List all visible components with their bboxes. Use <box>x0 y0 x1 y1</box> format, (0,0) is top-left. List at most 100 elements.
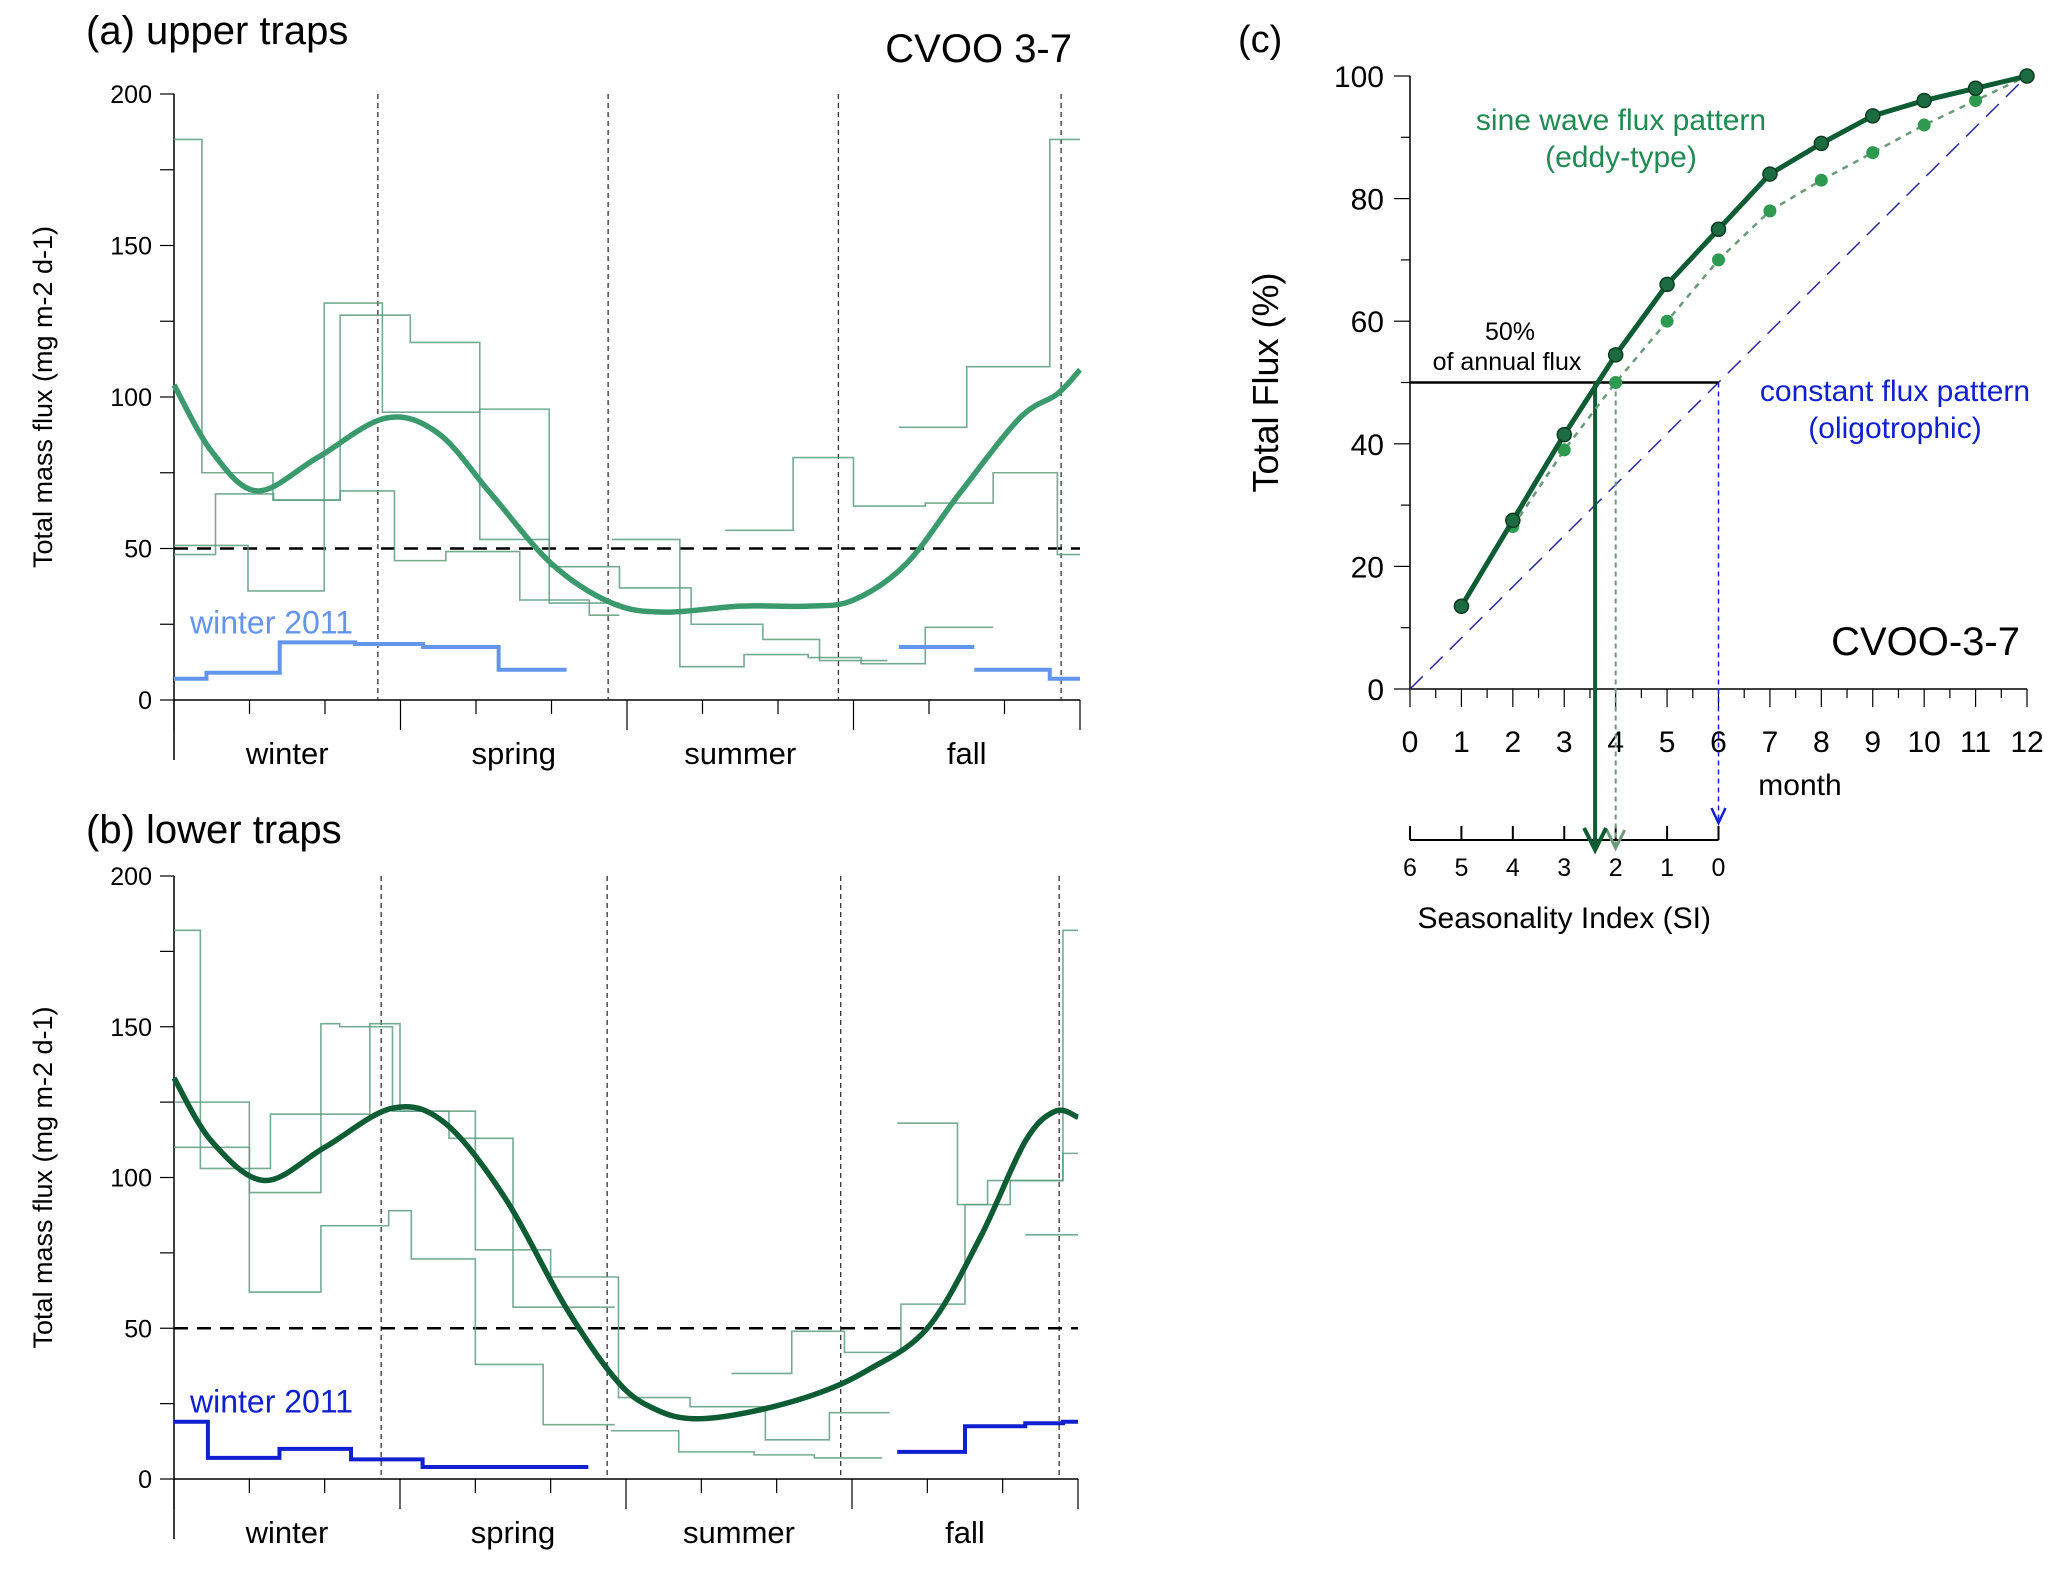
constant-arrowhead <box>1710 807 1727 826</box>
y-tick-label: 150 <box>110 233 152 261</box>
solid-flux-point <box>1813 135 1830 152</box>
solid-flux-point <box>1659 276 1675 293</box>
x-tick-label: 12 <box>2010 726 2043 759</box>
winter-2011-series <box>174 640 567 681</box>
x-tick-label: 0 <box>1402 726 1419 759</box>
trap-flux-step-series <box>174 138 620 604</box>
si-tick-label: 3 <box>1557 854 1571 882</box>
trap-flux-step-series <box>174 1022 615 1308</box>
season-label: winter <box>245 1515 329 1550</box>
solid-flux-point <box>1607 347 1624 363</box>
trap-flux-step-series <box>174 490 620 616</box>
y-tick-label: 40 <box>1351 429 1384 462</box>
dotted-flux-point <box>1814 173 1828 187</box>
trap-flux-step-series <box>898 138 1080 429</box>
dotted-flux-point <box>1917 118 1931 132</box>
y-tick-label: 150 <box>110 1014 152 1042</box>
site-label: CVOO-3-7 <box>1831 620 2020 664</box>
solid-flux-point <box>1762 166 1778 182</box>
solid-flux-point <box>1865 108 1881 124</box>
x-tick-label: 9 <box>1864 726 1881 759</box>
solid-flux-point <box>1453 598 1470 614</box>
y-tick-label: 20 <box>1351 551 1384 584</box>
x-tick-label: 5 <box>1659 726 1676 759</box>
constant-flux-sublabel: (oligotrophic) <box>1808 412 1981 445</box>
fifty-percent-label: 50% <box>1485 318 1535 346</box>
trap-flux-step-series <box>897 929 1078 1206</box>
y-tick-label: 200 <box>110 81 152 109</box>
y-axis-label: Total mass flux (mg m-2 d-1) <box>28 1006 58 1348</box>
smoothed-flux-curve <box>171 367 1083 615</box>
y-axis-label: Total Flux (%) <box>1245 272 1286 492</box>
winter-2011-series <box>174 1419 589 1469</box>
y-tick-label: 0 <box>138 1466 152 1494</box>
y-axis-label: Total mass flux (mg m-2 d-1) <box>28 226 58 568</box>
y-tick-label: 0 <box>138 687 152 715</box>
x-axis-label: month <box>1758 769 1841 802</box>
season-label: summer <box>683 1515 795 1550</box>
panel-b: (b) lower traps 0 50 100 150 200 Total mass fl… <box>28 808 1080 1550</box>
trap-flux-step-series <box>725 456 1080 556</box>
solid-flux-point <box>1967 80 1984 97</box>
y-tick-label: 50 <box>124 536 152 564</box>
y-tick-label: 100 <box>110 384 152 412</box>
panel-a: (a) upper traps CVOO 3-7 0 50 100 150 200 Total… <box>28 9 1083 771</box>
season-label: summer <box>684 736 796 771</box>
dotted-flux-point <box>1866 146 1880 160</box>
y-tick-label: 100 <box>110 1165 152 1193</box>
solid-flux-point <box>1556 426 1572 443</box>
dotted-flux-point <box>1763 204 1777 218</box>
trap-flux-step-series <box>174 1022 890 1441</box>
dotted-flux-point <box>1712 253 1725 267</box>
dotted-flux-point <box>1660 314 1674 328</box>
panel-title: (c) <box>1238 19 1282 61</box>
si-axis-label: Seasonality Index (SI) <box>1418 902 1711 935</box>
sine-wave-label: sine wave flux pattern <box>1476 104 1766 137</box>
si-tick-label: 6 <box>1403 854 1417 882</box>
solid-flux-point <box>1710 221 1727 237</box>
x-tick-label: 1 <box>1453 726 1470 759</box>
solid-flux-line <box>1459 73 2028 608</box>
y-tick-label: 100 <box>1334 61 1384 94</box>
winter-2011-series <box>897 1419 1078 1454</box>
dotted-flux-point <box>1557 443 1571 457</box>
x-tick-label: 10 <box>1907 726 1940 759</box>
solid-arrowhead <box>1582 827 1608 855</box>
si-tick-label: 5 <box>1454 854 1468 882</box>
trap-flux-step-series <box>174 302 888 662</box>
winter-2011-label: winter 2011 <box>189 604 353 640</box>
dotted-flux-point <box>1609 376 1623 389</box>
y-tick-label: 0 <box>1367 674 1384 707</box>
x-tick-label: 2 <box>1504 726 1521 759</box>
annual-flux-label: of annual flux <box>1433 348 1582 376</box>
y-tick-label: 60 <box>1351 306 1384 339</box>
constant-flux-label: constant flux pattern <box>1760 375 2030 408</box>
si-tick-label: 4 <box>1506 854 1520 882</box>
dotted-flux-point <box>1969 94 1983 108</box>
solid-flux-point <box>1916 92 1932 109</box>
panel-title: (b) lower traps <box>86 808 342 852</box>
trap-flux-step-series <box>610 1429 883 1459</box>
season-label: winter <box>245 736 329 771</box>
trap-flux-step-series <box>611 538 994 668</box>
dotted-arrowhead <box>1605 829 1627 852</box>
winter-2011-series <box>974 667 1080 681</box>
season-label: fall <box>945 1515 985 1550</box>
season-label: fall <box>947 736 987 771</box>
trap-flux-step-series <box>731 1152 1078 1375</box>
season-label: spring <box>472 736 556 771</box>
winter-2011-label: winter 2011 <box>189 1384 353 1420</box>
x-tick-label: 7 <box>1762 726 1779 759</box>
y-tick-label: 200 <box>110 863 152 891</box>
sine-wave-sublabel: (eddy-type) <box>1545 141 1697 174</box>
si-tick-label: 1 <box>1660 854 1674 882</box>
si-tick-label: 0 <box>1712 854 1726 882</box>
trap-flux-step-series <box>174 929 615 1426</box>
solid-flux-point <box>2019 68 2035 84</box>
x-tick-label: 11 <box>1960 726 1991 759</box>
panel-title: (a) upper traps <box>86 9 348 53</box>
smoothed-flux-curve <box>171 1076 1080 1422</box>
y-tick-label: 80 <box>1351 184 1384 217</box>
